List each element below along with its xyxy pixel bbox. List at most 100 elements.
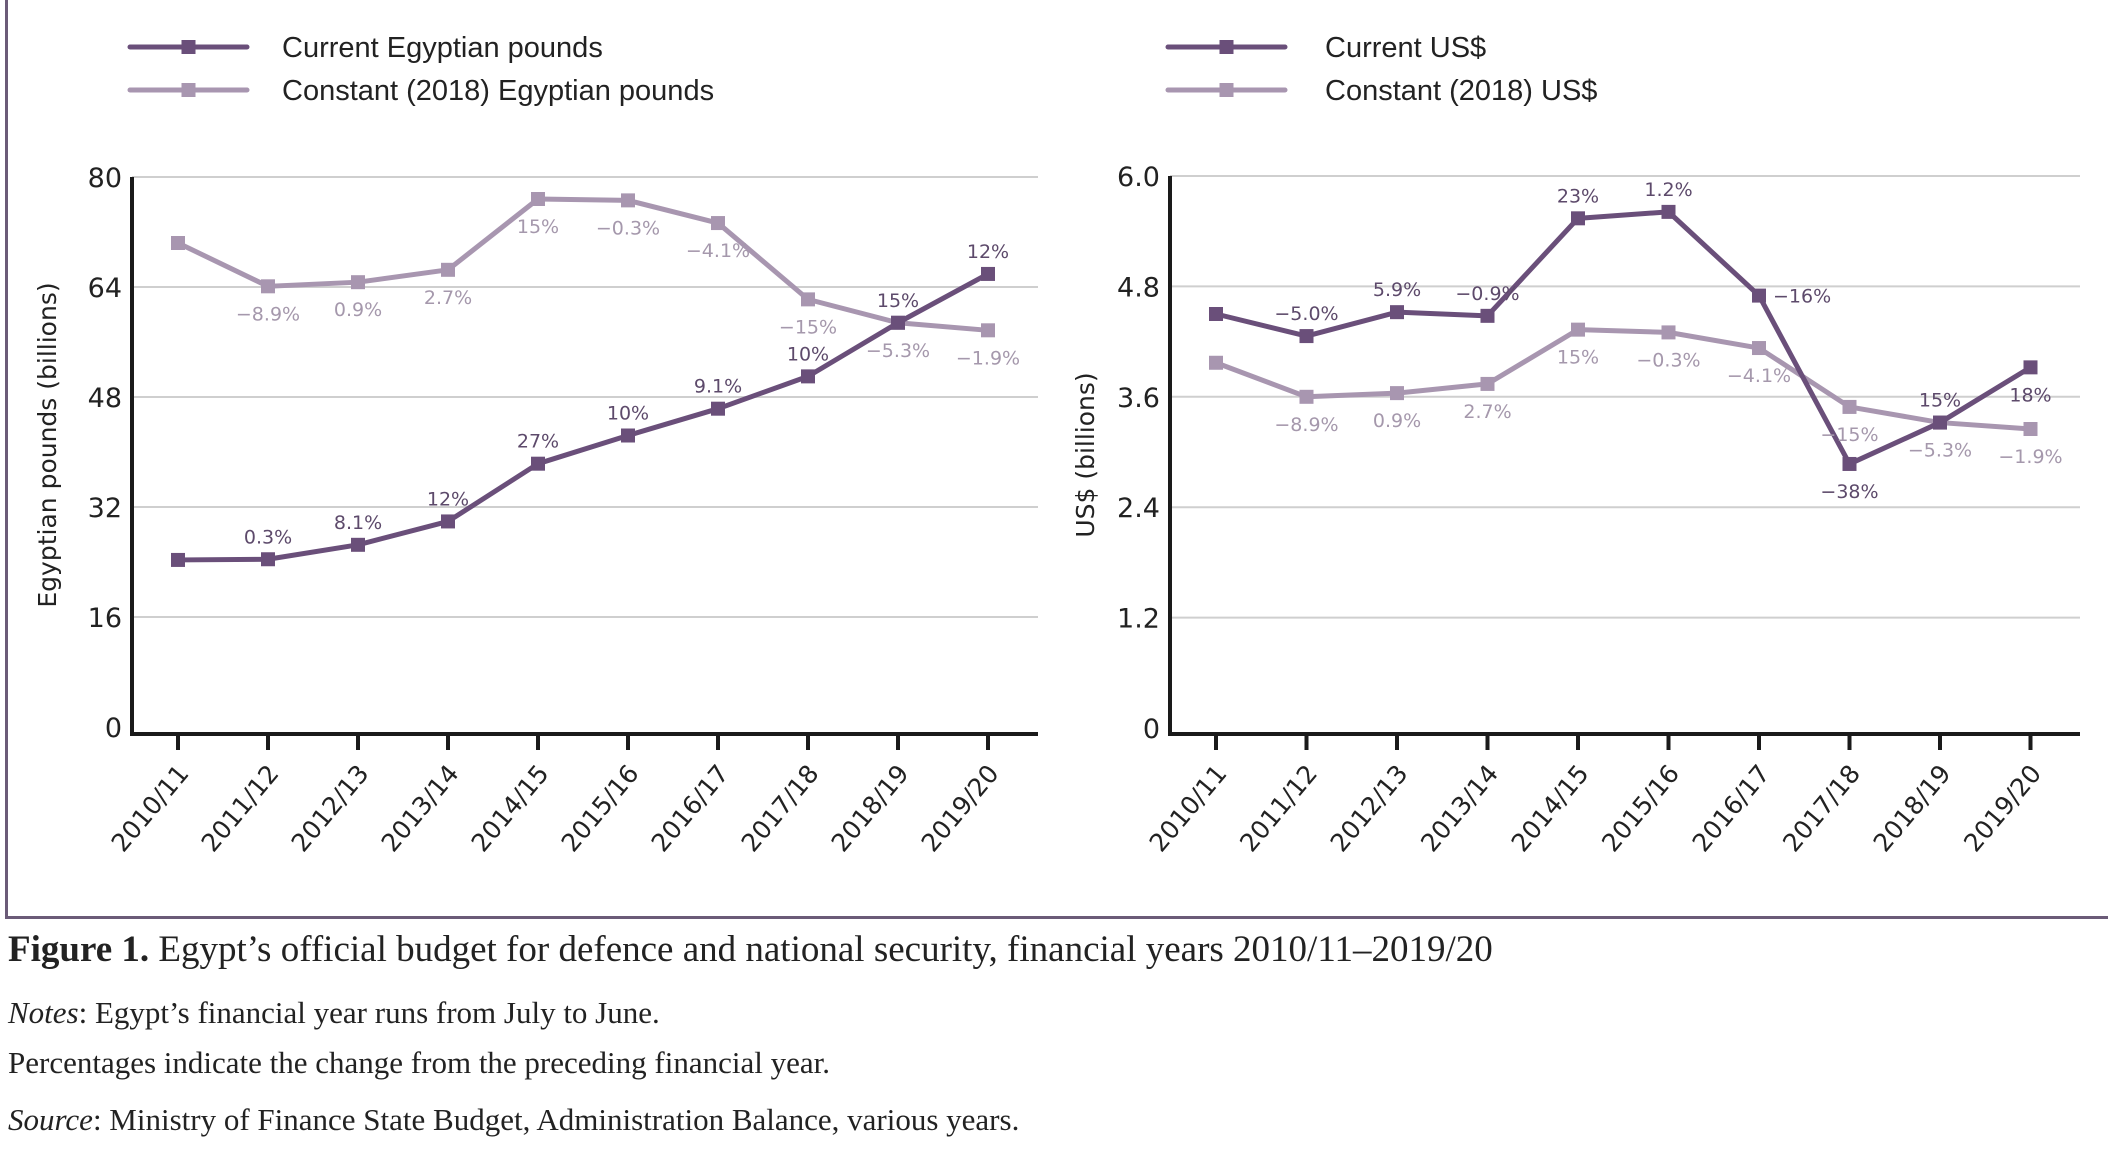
data-label: −4.1% (686, 240, 750, 262)
data-point-marker (531, 456, 545, 471)
y-tick-label: 2.4 (1117, 493, 1160, 524)
chart-egyptian-pounds: 0 16 32 48 64 80 Egyptian pounds (billions) 201… (33, 32, 1038, 857)
data-label: 0.9% (334, 299, 382, 321)
data-point-marker (1480, 376, 1495, 391)
data-point-marker (1299, 329, 1314, 344)
data-point-marker (1299, 389, 1314, 404)
data-label: −16% (1773, 286, 1831, 308)
data-point-marker (441, 262, 455, 277)
data-point-marker (1390, 386, 1404, 401)
data-point-marker (891, 315, 905, 330)
data-point-marker (441, 514, 455, 529)
data-label: −8.9% (236, 303, 300, 325)
percent-note: Percentages indicate the change from the… (8, 1045, 830, 1080)
data-point-marker (801, 369, 815, 384)
data-point-marker (1209, 307, 1223, 321)
series-line-constant (1215, 327, 2031, 432)
data-point-marker (981, 266, 995, 281)
data-point-marker (351, 275, 365, 290)
data-point-marker (1842, 399, 1857, 414)
figure-label: Figure 1. (8, 929, 150, 970)
x-tick-label: 2018/19 (826, 759, 915, 857)
y-tick-label: 64 (88, 273, 122, 304)
data-label: 23% (1557, 185, 1599, 207)
x-tick-label: 2012/13 (1325, 759, 1414, 857)
data-label: 15% (1557, 347, 1599, 369)
data-label: 10% (607, 403, 649, 425)
y-tick-label: 0 (105, 713, 122, 744)
data-point-marker (1661, 325, 1676, 340)
y-tick-label: 0 (1143, 714, 1160, 745)
data-label: −15% (1820, 424, 1878, 446)
data-label: 0.3% (244, 526, 292, 548)
data-label: 8.1% (334, 512, 382, 534)
data-point-marker (171, 552, 185, 567)
legend-swatch-marker (181, 83, 196, 97)
x-tick-label: 2010/11 (106, 759, 195, 857)
x-tick-label: 2017/18 (736, 759, 825, 857)
source-line: Source: Ministry of Finance State Budget… (8, 1102, 1019, 1138)
data-label: −1.9% (1998, 446, 2062, 468)
y-tick-label: 80 (88, 163, 122, 194)
data-label: 9.1% (694, 376, 742, 398)
x-tick-label: 2018/19 (1868, 759, 1957, 857)
data-point-marker (261, 552, 275, 567)
x-tick-label: 2010/11 (1144, 759, 1233, 857)
x-tick-label: 2011/12 (1234, 759, 1323, 857)
data-point-marker (261, 279, 275, 294)
notes-text: : Egypt’s financial year runs from July … (78, 995, 660, 1030)
data-label: 2.7% (1463, 401, 1511, 423)
y-axis-title: Egyptian pounds (billions) (33, 282, 62, 607)
legend-label: Current US$ (1325, 32, 1486, 64)
data-point-marker (801, 292, 815, 307)
data-point-marker (621, 428, 635, 443)
data-point-marker (2023, 360, 2038, 375)
data-point-marker (1571, 211, 1585, 226)
data-label: −0.9% (1455, 283, 1519, 305)
x-tick-label: 2019/20 (1958, 759, 2047, 857)
legend-label: Constant (2018) US$ (1325, 75, 1597, 107)
data-label: 5.9% (1373, 279, 1421, 301)
legend-swatch-marker (1219, 40, 1234, 54)
chart-us-dollars: 01.22.43.64.86.0US$ (billions)2010/11 201… (1071, 32, 2080, 857)
legend-label: Current Egyptian pounds (282, 32, 603, 64)
data-label: −0.3% (1636, 349, 1700, 371)
notes-label: Notes (8, 995, 79, 1030)
data-point-marker (171, 236, 185, 250)
y-tick-label: 32 (88, 493, 122, 524)
series-line-current (1215, 209, 2032, 467)
y-tick-label: 4.8 (1117, 272, 1160, 303)
data-label: 1.2% (1644, 179, 1692, 201)
data-label: −5.3% (1908, 440, 1972, 462)
series-line-current (177, 271, 990, 563)
data-label: 12% (427, 488, 469, 510)
data-label: −1.9% (956, 347, 1020, 369)
x-tick-label: 2019/20 (916, 759, 1005, 857)
x-tick-label: 2011/12 (196, 759, 285, 857)
figure-frame (5, 0, 2108, 919)
data-point-marker (1571, 322, 1585, 337)
series-line-constant (176, 196, 989, 333)
y-axis-title: US$ (billions) (1071, 372, 1100, 537)
data-point-marker (1661, 204, 1676, 219)
data-point-marker (1752, 288, 1766, 303)
data-label: −4.1% (1727, 365, 1791, 387)
data-label: −0.3% (596, 217, 660, 239)
data-point-marker (351, 537, 365, 552)
data-label: 2.7% (424, 287, 472, 309)
data-label: −38% (1820, 481, 1878, 503)
data-label: 15% (517, 216, 559, 238)
data-point-marker (711, 401, 725, 416)
x-tick-label: 2013/14 (376, 759, 465, 857)
data-point-marker (531, 192, 545, 206)
x-tick-label: 2017/18 (1777, 759, 1866, 857)
figure-title: Egypt’s official budget for defence and … (149, 929, 1493, 970)
y-tick-label: 48 (88, 383, 122, 414)
data-label: −15% (779, 316, 837, 338)
data-label: 10% (787, 343, 829, 365)
data-label: 12% (967, 241, 1009, 263)
data-point-marker (1209, 355, 1223, 370)
legend-swatch-marker (181, 40, 196, 54)
data-label: −5.0% (1274, 303, 1338, 325)
data-label: −8.9% (1274, 414, 1338, 436)
